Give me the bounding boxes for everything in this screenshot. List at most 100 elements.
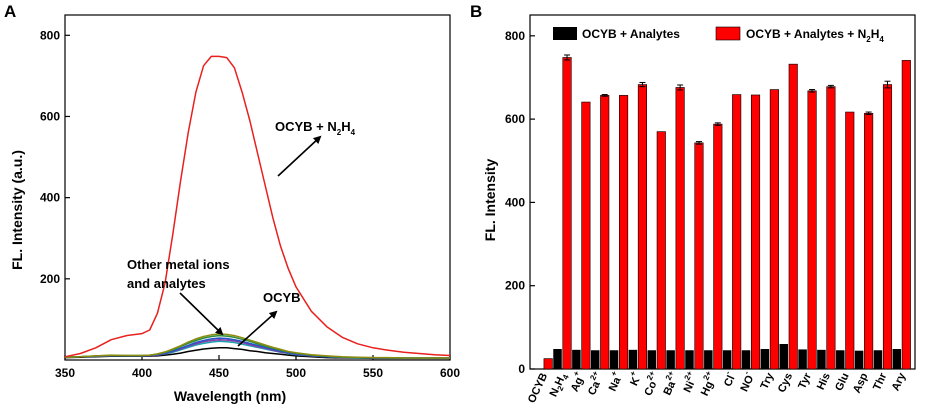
- panel-a-x-tick-label: 450: [209, 366, 229, 380]
- bar-black: [779, 344, 788, 369]
- category-label: Ary: [890, 370, 909, 392]
- panel-b-y-axis-label: FL. Intensity: [482, 159, 498, 242]
- panel-a-y-tick-label: 600: [40, 109, 60, 123]
- panel-a-x-tick-label: 350: [55, 366, 75, 380]
- bar-red: [845, 111, 855, 370]
- category-label: Ba2+: [658, 369, 682, 397]
- legend-label-black: OCYB + Analytes: [582, 27, 680, 41]
- bar-black: [704, 350, 713, 369]
- panel-a-y-tick-label: 800: [40, 28, 60, 42]
- panel-a: A 200 400 600 800 350 400 450 500 550 600 FL. In…: [4, 2, 460, 404]
- category-label: NO-: [735, 369, 758, 393]
- category-label: OCYB: [526, 371, 550, 405]
- arrow-analytes: [179, 292, 224, 336]
- panel-b-bars: [543, 54, 911, 370]
- panel-a-x-tick-label: 400: [132, 366, 152, 380]
- category-label: Ca2+: [582, 369, 606, 397]
- panel-a-y-tick-label: 400: [40, 191, 60, 205]
- bar-black: [892, 349, 902, 369]
- category-label: Glu: [833, 371, 852, 393]
- bar-red: [581, 101, 591, 370]
- bar-red: [750, 94, 761, 370]
- legend-swatch-black: [553, 27, 577, 40]
- category-label: N2H4: [548, 371, 571, 400]
- bar-black: [741, 350, 751, 369]
- bar-red: [562, 57, 572, 370]
- bar-red: [769, 89, 779, 370]
- bar-red: [901, 60, 911, 370]
- bar-black: [854, 350, 864, 369]
- category-label: Cys: [776, 371, 795, 394]
- panel-b-y-tick-label: 400: [505, 195, 525, 209]
- bar-red: [826, 86, 836, 370]
- panel-a-series: [64, 55, 451, 360]
- category-label: Asp: [851, 371, 871, 395]
- arrow-n2h4: [277, 135, 322, 177]
- bar-red: [694, 142, 704, 370]
- annotation-other-metal-ions: Other metal ions: [127, 257, 230, 272]
- bar-black: [609, 350, 619, 369]
- panel-b-y-tick-label: 600: [505, 112, 525, 126]
- bar-black: [647, 350, 657, 369]
- panel-a-x-tick-label: 600: [440, 366, 460, 380]
- bar-red: [732, 94, 742, 370]
- legend-swatch-red: [715, 26, 741, 41]
- bar-red: [788, 63, 798, 370]
- panel-a-plot-frame: [64, 14, 451, 361]
- bar-black: [798, 349, 807, 369]
- series-line-ocyb-n2h4: [64, 55, 451, 358]
- panel-b-y-tick-label: 0: [518, 362, 525, 376]
- bar-black: [666, 350, 675, 369]
- category-label: Ni2+: [678, 369, 701, 394]
- legend-label-red: OCYB + Analytes + N2H4: [746, 27, 884, 44]
- annotation-ocyb: OCYB: [263, 290, 301, 305]
- bar-black: [572, 349, 581, 369]
- panel-b-y-tick-label: 200: [505, 279, 525, 293]
- series-line-ocyb: [64, 347, 450, 360]
- panel-b-y-tick-label: 800: [505, 29, 525, 43]
- category-label: Co2+: [639, 369, 664, 398]
- panel-a-letter: A: [4, 2, 16, 21]
- bar-black: [873, 350, 883, 369]
- panel-a-y-ticks: 200 400 600 800: [40, 28, 70, 286]
- bar-red: [543, 358, 553, 370]
- category-label: Try: [758, 370, 776, 391]
- bar-black: [760, 349, 770, 369]
- panel-a-y-tick-label: 200: [40, 272, 60, 286]
- category-label: Thr: [871, 371, 890, 393]
- category-label: Ag+: [565, 369, 588, 394]
- annotation-ocyb-n2h4: OCYB + N2H4: [275, 119, 356, 137]
- bar-red: [807, 90, 817, 370]
- panel-a-x-tick-label: 550: [363, 366, 383, 380]
- bar-black: [685, 350, 694, 369]
- panel-a-y-axis-label: FL. Intensity (a.u.): [9, 150, 25, 270]
- bar-black: [817, 349, 826, 369]
- bar-red: [713, 123, 723, 370]
- bar-red: [675, 87, 685, 370]
- category-label: Tyr: [796, 371, 814, 391]
- panel-b-y-ticks: 0 200 400 600 800: [505, 29, 535, 376]
- panel-a-x-ticks: 350 400 450 500 550 600: [55, 355, 460, 380]
- bar-black: [553, 349, 562, 369]
- category-label: Cl-: [718, 369, 738, 388]
- panel-a-x-axis-label: Wavelength (nm): [174, 388, 286, 404]
- bar-black: [590, 350, 600, 369]
- bar-black: [722, 350, 732, 369]
- category-label: Hg2+: [695, 369, 720, 398]
- category-label: Na+: [603, 369, 626, 393]
- bar-red: [600, 95, 610, 370]
- bar-red: [656, 131, 666, 370]
- category-label: K+: [625, 369, 645, 388]
- series-line-analyte-olive: [64, 333, 450, 359]
- bar-black: [836, 350, 845, 369]
- arrow-ocyb: [237, 310, 278, 347]
- bar-red: [882, 84, 893, 370]
- panel-a-x-tick-label: 500: [286, 366, 306, 380]
- category-label: His: [815, 371, 833, 392]
- bar-red: [619, 95, 629, 370]
- bar-red: [637, 84, 647, 370]
- panel-b-plot-frame: [529, 14, 916, 370]
